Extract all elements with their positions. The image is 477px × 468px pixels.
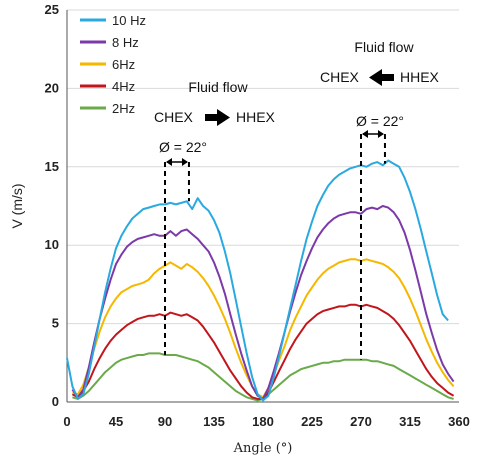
arrowhead-icon	[362, 130, 368, 138]
x-tick-label: 135	[203, 414, 225, 429]
arrowhead-icon	[166, 158, 172, 166]
y-axis-title: V (m/s)	[9, 183, 25, 228]
left-annotation-to: HHEX	[236, 109, 276, 125]
legend-label: 4Hz	[112, 79, 135, 94]
y-tick-label: 20	[45, 80, 59, 95]
arrowhead-icon	[181, 158, 188, 166]
x-axis-title: Angle (°)	[233, 441, 293, 456]
legend-label: 2Hz	[112, 101, 135, 116]
left-annotation-title: Fluid flow	[188, 79, 248, 95]
series-lines	[66, 159, 455, 402]
right-annotation-title: Fluid flow	[354, 39, 414, 55]
right-annotation-from: CHEX	[320, 69, 360, 85]
series-line-2hz	[72, 352, 454, 402]
series-line-4hz	[71, 303, 455, 400]
legend-label: 8 Hz	[112, 35, 139, 50]
axes	[66, 10, 459, 403]
x-tick-label: 45	[109, 414, 123, 429]
x-tick-label: 270	[350, 414, 372, 429]
series-line-6hz	[72, 258, 455, 399]
arrow-right-icon	[205, 109, 230, 126]
series-line-8hz	[71, 205, 455, 400]
y-tick-label: 10	[45, 237, 59, 252]
right-phase-label: Ø = 22°	[356, 113, 404, 129]
arrowhead-icon	[377, 130, 384, 138]
left-phase-label: Ø = 22°	[159, 139, 207, 155]
y-tick-labels: 0 5 10 15 20 25	[45, 2, 59, 409]
legend-label: 10 Hz	[112, 13, 146, 28]
y-tick-label: 25	[45, 2, 59, 17]
y-tick-label: 0	[52, 394, 59, 409]
gridlines	[67, 9, 459, 325]
arrow-left-icon	[369, 69, 394, 86]
y-tick-label: 15	[45, 159, 59, 174]
x-tick-label: 225	[301, 414, 323, 429]
phase-markers	[164, 130, 386, 360]
left-annotation-from: CHEX	[154, 109, 194, 125]
legend-label: 6Hz	[112, 57, 135, 72]
y-tick-label: 5	[52, 316, 59, 331]
x-tick-label: 90	[158, 414, 172, 429]
x-tick-label: 180	[252, 414, 274, 429]
left-annotation: Fluid flow CHEX HHEX Ø = 22°	[154, 79, 276, 155]
x-tick-label: 315	[399, 414, 421, 429]
x-tick-label: 0	[63, 414, 70, 429]
legend: 10 Hz 8 Hz 6Hz 4Hz 2Hz	[80, 13, 146, 116]
right-annotation-to: HHEX	[400, 69, 440, 85]
x-tick-label: 360	[448, 414, 470, 429]
right-annotation: Fluid flow CHEX HHEX Ø = 22°	[320, 39, 440, 129]
x-tick-labels: 0 45 90 135 180 225 270 315 360	[63, 414, 469, 429]
